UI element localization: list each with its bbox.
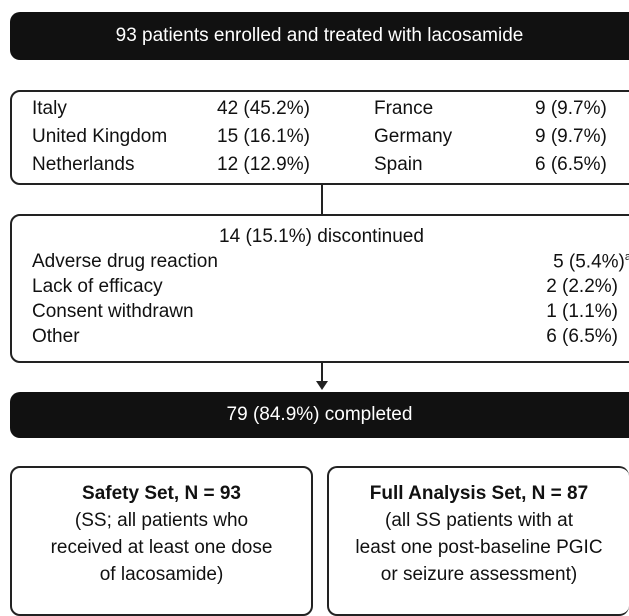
country-count: 9 (9.7%) [535, 98, 607, 119]
reason-value-text: 6 (6.5%) [546, 326, 618, 347]
reason-value-text: 1 (1.1%) [546, 301, 618, 322]
country-count: 42 (45.2%) [217, 98, 310, 119]
country-name: Spain [374, 154, 423, 175]
completed-text: 79 (84.9%) completed [226, 404, 413, 425]
enrolled-bar: 93 patients enrolled and treated with la… [10, 12, 629, 60]
set-content: Full Analysis Set, N = 87 (all SS patient… [329, 480, 629, 588]
reason-label: Lack of efficacy [32, 276, 163, 297]
discontinued-title: 14 (15.1%) discontinued [219, 226, 424, 247]
discontinued-box: 14 (15.1%) discontinued Adverse drug rea… [10, 214, 629, 363]
reason-value: 1 (1.1%) [546, 301, 618, 323]
footnote-mark: a [624, 251, 629, 263]
reason-value-text: 5 (5.4%) [553, 251, 625, 273]
full-analysis-set-box: Full Analysis Set, N = 87 (all SS patient… [327, 466, 629, 616]
country-count: 6 (6.5%) [535, 154, 607, 175]
country-name: Netherlands [32, 154, 135, 175]
reason-value-text: 2 (2.2%) [546, 276, 618, 297]
set-title: Full Analysis Set, N = 87 [369, 483, 589, 504]
set-description: least one post-baseline PGIC [355, 537, 603, 558]
country-count: 15 (16.1%) [217, 126, 310, 147]
flow-diagram: 93 patients enrolled and treated with la… [10, 12, 629, 616]
countries-box: Italy 42 (45.2%) France 9 (9.7%) United King… [10, 90, 629, 185]
arrow-head [316, 381, 328, 390]
country-count: 12 (12.9%) [217, 154, 310, 175]
set-description: (SS; all patients who [74, 510, 249, 531]
set-description: of lacosamide) [99, 564, 224, 585]
reason-value: 5 (5.4%)a [553, 251, 629, 273]
reason-value: 6 (6.5%) [546, 326, 618, 348]
completed-bar: 79 (84.9%) completed [10, 392, 629, 438]
country-name: United Kingdom [32, 126, 168, 147]
enrolled-text: 93 patients enrolled and treated with la… [115, 25, 524, 46]
reason-label: Adverse drug reaction [32, 251, 218, 272]
reason-label: Other [32, 326, 80, 347]
connectors [316, 185, 328, 390]
country-count: 9 (9.7%) [535, 126, 607, 147]
set-description: received at least one dose [50, 537, 273, 558]
set-description: or seizure assessment) [380, 564, 578, 585]
country-name: France [374, 98, 434, 119]
set-description: (all SS patients with at [385, 510, 573, 531]
safety-set-box: Safety Set, N = 93 (SS; all patients who r… [10, 466, 313, 616]
set-content: Safety Set, N = 93 (SS; all patients who r… [12, 480, 311, 588]
reason-label: Consent withdrawn [32, 301, 194, 322]
country-name: Germany [374, 126, 453, 147]
set-title: Safety Set, N = 93 [82, 483, 241, 504]
reason-value: 2 (2.2%) [546, 276, 618, 298]
country-name: Italy [32, 98, 67, 119]
